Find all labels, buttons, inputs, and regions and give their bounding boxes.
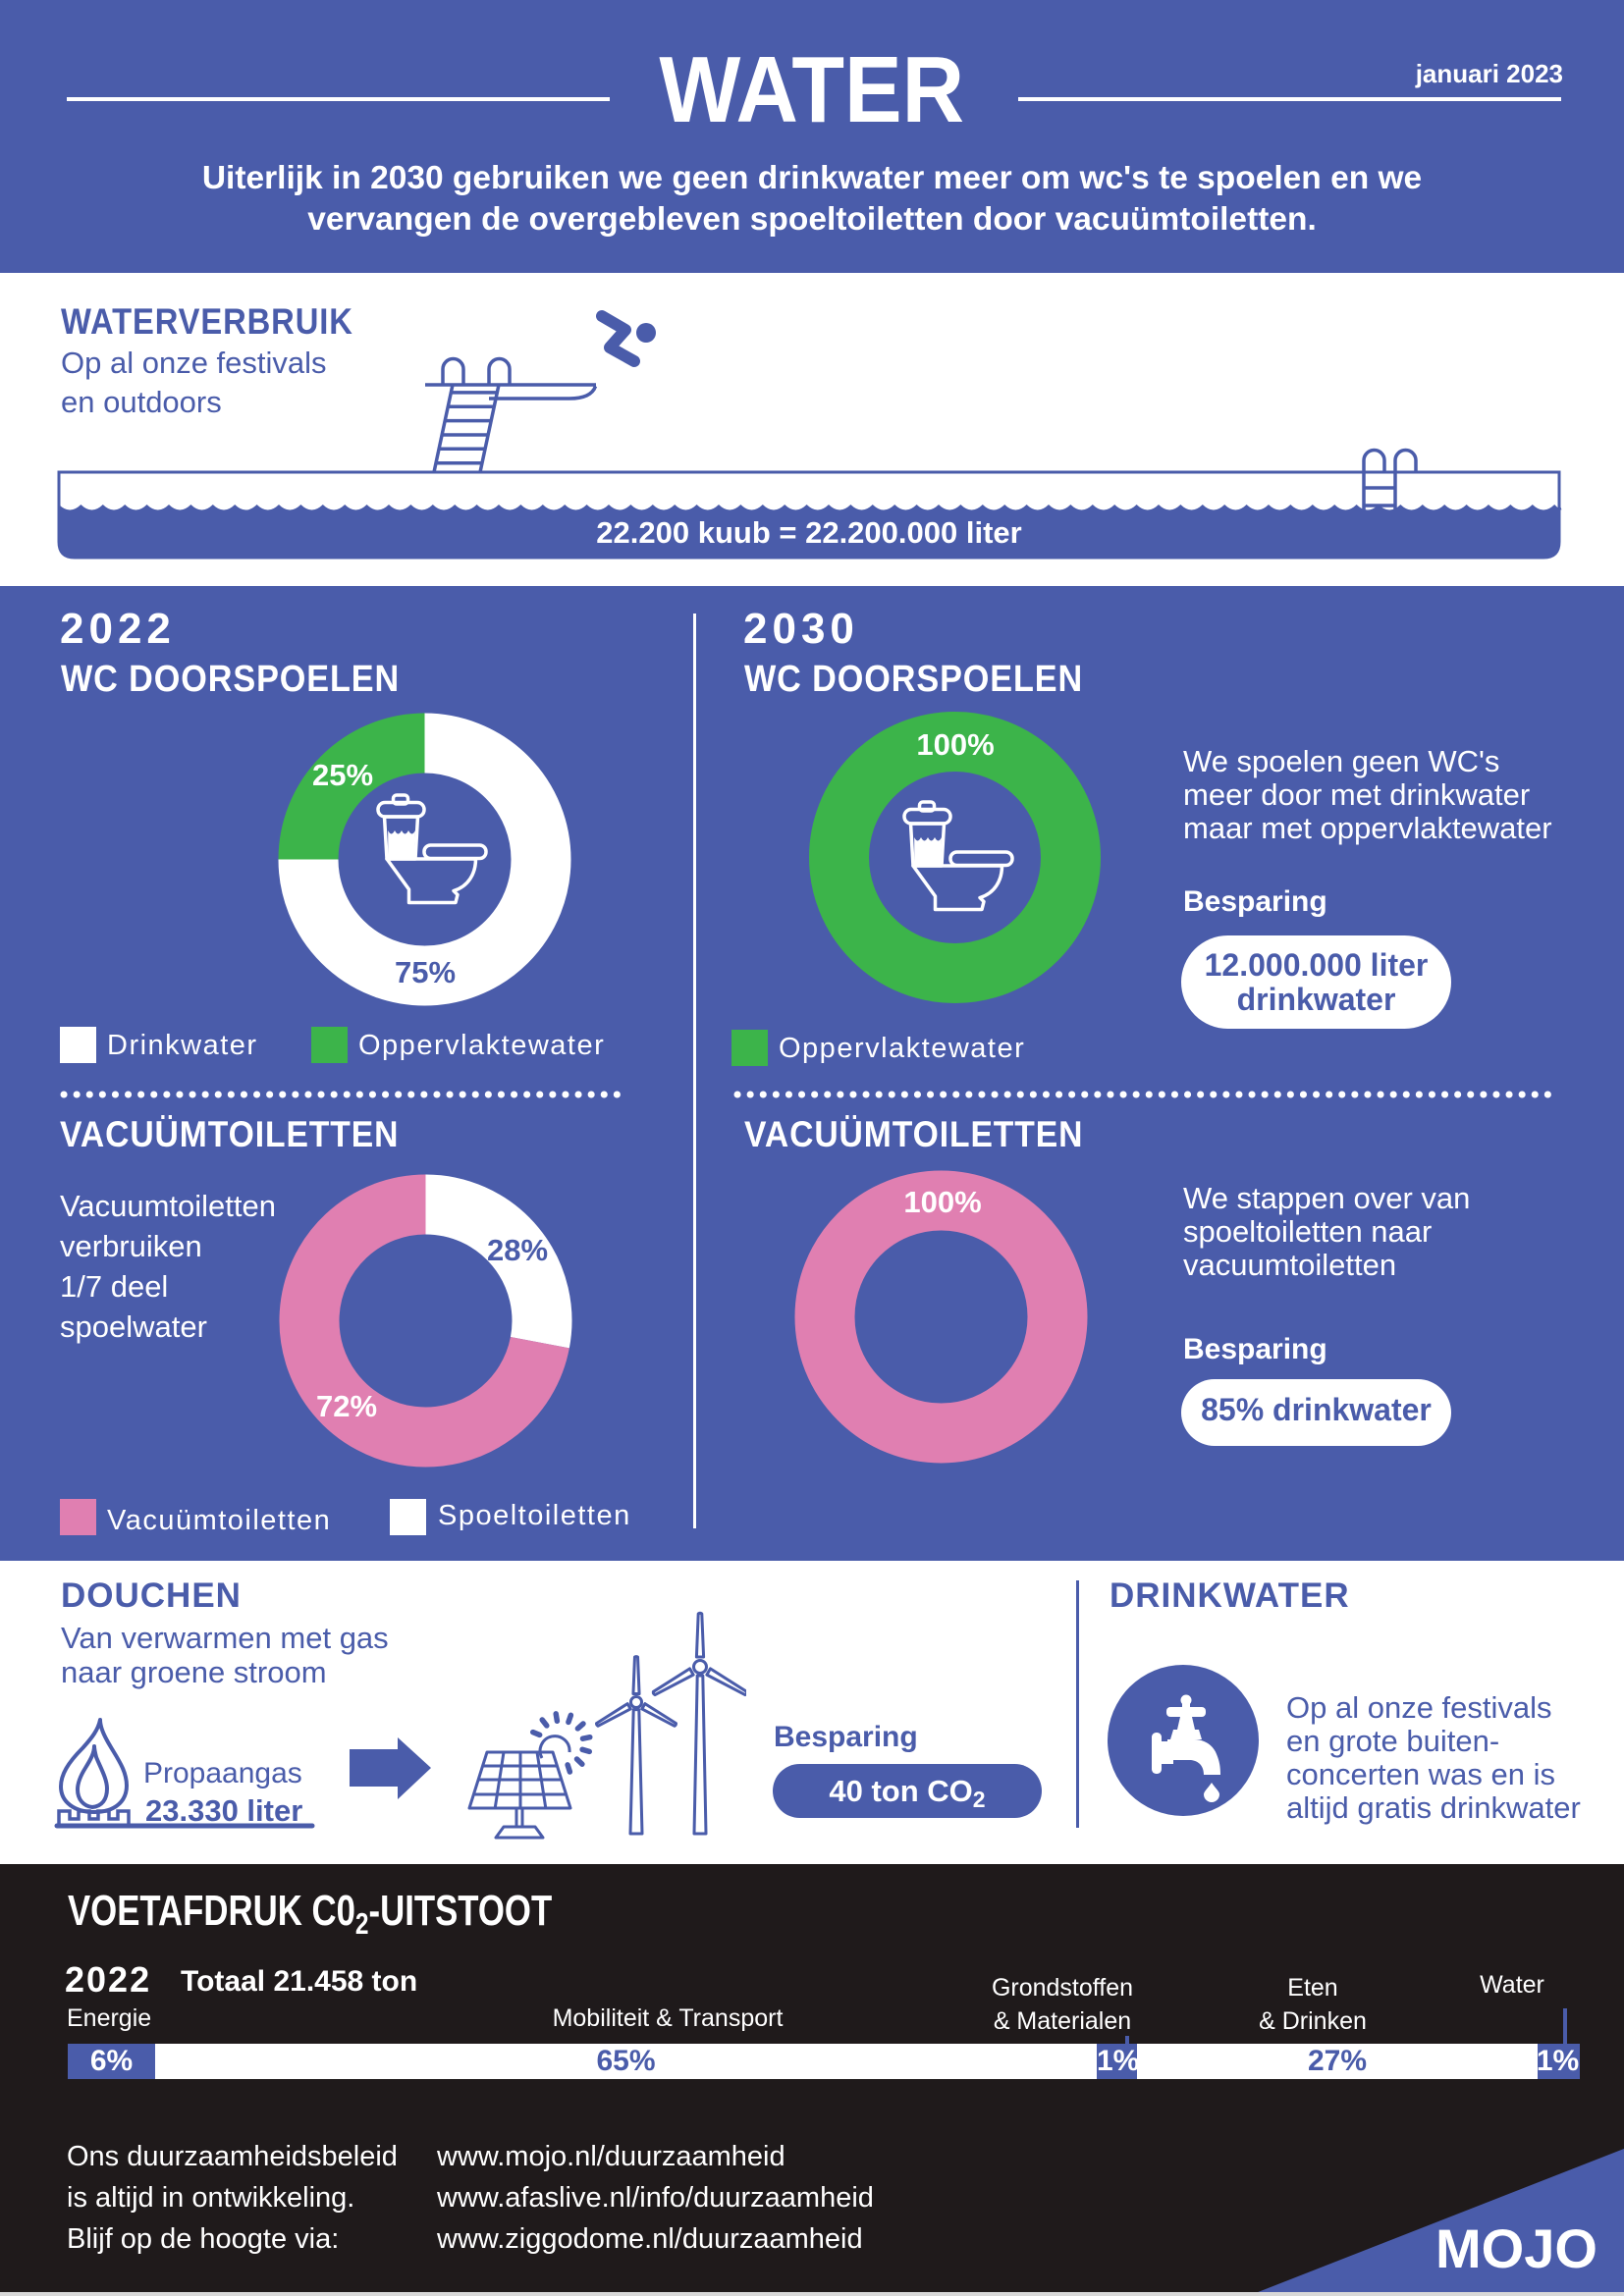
- svg-text:MOJO: MOJO: [1435, 2217, 1597, 2279]
